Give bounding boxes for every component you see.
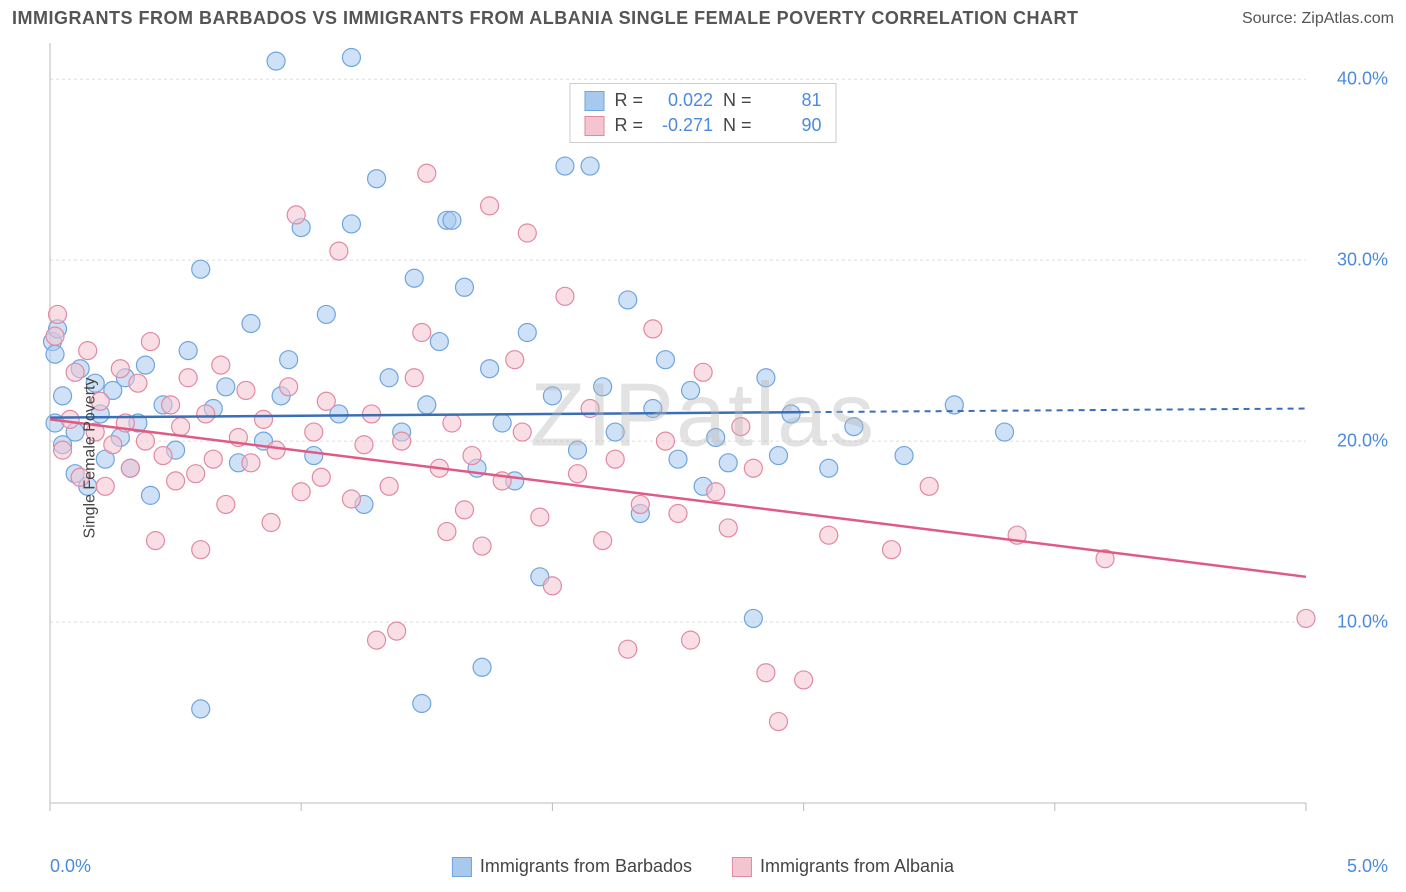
legend-label-1: Immigrants from Barbados — [480, 856, 692, 877]
n-value-1: 81 — [762, 90, 822, 111]
y-tick-label: 10.0% — [1337, 612, 1388, 633]
chart-title: IMMIGRANTS FROM BARBADOS VS IMMIGRANTS F… — [12, 8, 1078, 29]
n-label: N = — [723, 115, 752, 136]
legend-item-1: Immigrants from Barbados — [452, 856, 692, 877]
x-axis-max-label: 5.0% — [1347, 856, 1388, 877]
y-tick-label: 20.0% — [1337, 431, 1388, 452]
legend-item-2: Immigrants from Albania — [732, 856, 954, 877]
y-tick-label: 30.0% — [1337, 250, 1388, 271]
legend-swatch-1 — [452, 857, 472, 877]
stats-row-series-1: R = 0.022 N = 81 — [580, 88, 825, 113]
n-value-2: 90 — [762, 115, 822, 136]
r-value-2: -0.271 — [653, 115, 713, 136]
stats-row-series-2: R = -0.271 N = 90 — [580, 113, 825, 138]
legend-swatch-2 — [732, 857, 752, 877]
correlation-stats-box: R = 0.022 N = 81 R = -0.271 N = 90 — [569, 83, 836, 143]
scatter-plot-svg — [0, 33, 1406, 853]
r-label: R = — [614, 90, 643, 111]
chart-header: IMMIGRANTS FROM BARBADOS VS IMMIGRANTS F… — [0, 0, 1406, 33]
chart-source: Source: ZipAtlas.com — [1242, 10, 1394, 28]
y-axis-label: Single Female Poverty — [81, 378, 99, 539]
n-label: N = — [723, 90, 752, 111]
x-axis-min-label: 0.0% — [50, 856, 91, 877]
legend-label-2: Immigrants from Albania — [760, 856, 954, 877]
swatch-series-1 — [584, 91, 604, 111]
y-tick-label: 40.0% — [1337, 69, 1388, 90]
series-legend: Immigrants from Barbados Immigrants from… — [452, 856, 954, 877]
swatch-series-2 — [584, 116, 604, 136]
chart-area: Single Female Poverty ZIPatlas R = 0.022… — [0, 33, 1406, 883]
r-value-1: 0.022 — [653, 90, 713, 111]
r-label: R = — [614, 115, 643, 136]
